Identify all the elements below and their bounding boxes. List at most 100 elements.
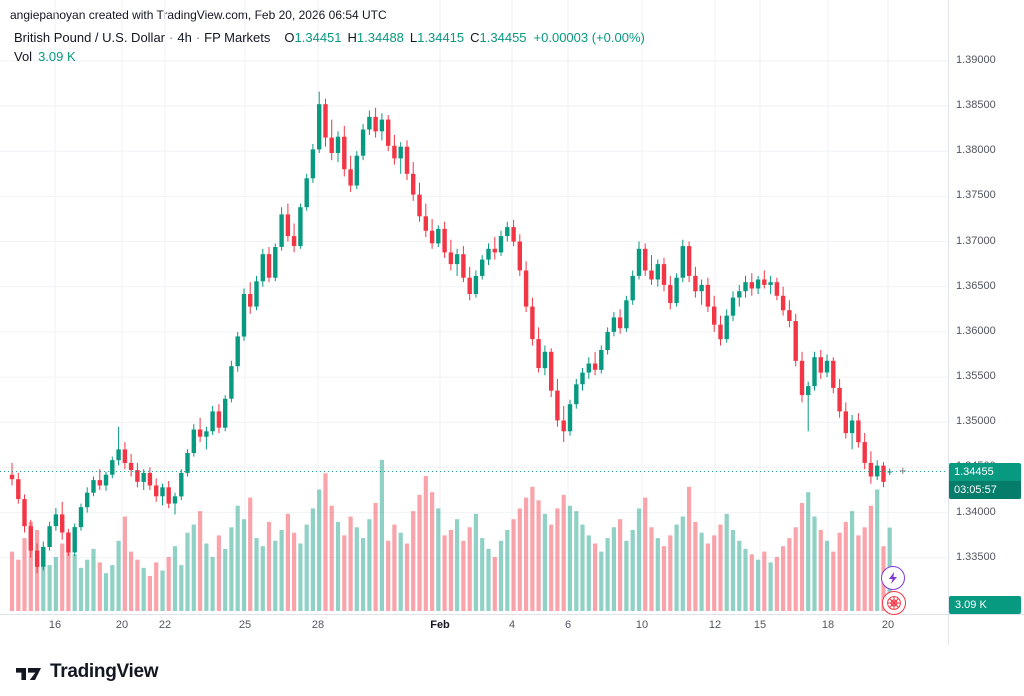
volume-bar (649, 527, 654, 611)
lightning-button[interactable] (881, 566, 905, 590)
candle-body (843, 411, 848, 434)
candle-body (229, 366, 234, 399)
candle-body (348, 169, 353, 186)
candle-body (749, 282, 754, 289)
volume-bar (505, 530, 510, 611)
price-axis-label: 1.34000 (956, 505, 996, 518)
candle-body (335, 136, 341, 153)
candle-body (630, 275, 635, 301)
candle-body (78, 507, 84, 528)
chart-plot[interactable] (0, 0, 1024, 650)
volume-bar (179, 565, 184, 611)
candle-body (730, 297, 736, 316)
candle-body (492, 248, 497, 253)
candle-body (567, 404, 573, 432)
volume-bar (135, 559, 140, 611)
volume-bar (342, 535, 347, 611)
candle-body (160, 487, 165, 497)
volume-bar (818, 530, 823, 611)
candle-body (97, 480, 102, 486)
volume-bar (630, 530, 635, 611)
volume-bar (72, 554, 77, 611)
candle-body (197, 429, 203, 437)
volume-bar (386, 540, 391, 611)
candle-body (179, 472, 184, 497)
candle-body (285, 214, 291, 237)
legend-separator: · (195, 30, 201, 45)
candle-body (793, 321, 798, 361)
volume-bar (448, 530, 453, 611)
volume-bar (423, 476, 428, 611)
volume-bar (241, 519, 247, 611)
candle-body (737, 291, 742, 298)
volume-bar (492, 557, 497, 611)
volume-bar (567, 505, 573, 611)
volume-bar (480, 538, 485, 611)
candle-body (323, 104, 328, 138)
candle-body (868, 462, 874, 477)
price-axis-label: 1.39000 (956, 53, 996, 66)
candle-body (661, 264, 667, 285)
tradingview-logo[interactable]: TradingView (16, 661, 159, 683)
price-axis[interactable]: 1.39000 1.38500 1.38000 1.37500 1.37000 1.365… (948, 0, 1024, 614)
web-target-button[interactable] (882, 591, 906, 615)
volume-bar (348, 516, 353, 611)
volume-bar (824, 540, 830, 611)
candle-body (824, 360, 830, 373)
volume-bar (398, 532, 403, 611)
bar-countdown: 03:05:57 (949, 480, 1021, 499)
volume-bar (756, 559, 761, 611)
interval-label[interactable]: 4h (177, 30, 192, 45)
volume-bar (266, 521, 272, 611)
candle-body (373, 116, 378, 132)
candle-body (705, 284, 711, 307)
candle-body (279, 214, 284, 247)
volume-bar (699, 532, 704, 611)
candle-body (542, 351, 548, 369)
candle-body (216, 411, 222, 428)
candle-body (624, 300, 629, 329)
candle-body (712, 306, 717, 325)
candle-body (586, 363, 591, 373)
volume-bar (97, 562, 102, 611)
footer-bar: TradingView (0, 650, 1024, 696)
volume-bar (254, 538, 259, 611)
time-axis-label: 25 (238, 619, 252, 631)
volume-bar (542, 513, 547, 611)
symbol-title[interactable]: British Pound / U.S. Dollar (14, 30, 166, 45)
time-axis-label: 15 (753, 619, 767, 631)
last-price-value: 1.34455 (954, 465, 994, 478)
broker-label[interactable]: FP Markets (204, 30, 271, 45)
candle-body (442, 228, 447, 253)
volume-bar (204, 543, 209, 611)
price-axis-separator (948, 0, 949, 645)
volume-bar (273, 540, 278, 611)
volume-bar (9, 551, 15, 611)
volume-bar (430, 492, 435, 611)
volume-bar (361, 538, 366, 611)
volume-bar (28, 521, 33, 611)
candle-body (235, 336, 240, 367)
candle-body (273, 247, 278, 278)
volume-bar (103, 573, 109, 611)
candle-body (47, 526, 52, 547)
volume-bar (279, 530, 284, 611)
volume-bar (768, 562, 773, 611)
candle-body (473, 275, 479, 294)
candle-body (680, 246, 685, 278)
candle-body (643, 248, 648, 271)
candle-body (780, 295, 786, 311)
candle-body (72, 527, 77, 553)
candle-body (611, 317, 617, 332)
volume-bar (191, 524, 196, 611)
volume-bar (718, 524, 723, 611)
add-alert-plus-icon[interactable]: + (899, 462, 907, 478)
volume-bar (561, 494, 566, 611)
volume-bar (147, 575, 152, 611)
time-axis[interactable]: 16 20 22 25 28 Feb 4 6 10 12 15 18 20 (0, 619, 948, 641)
price-axis-label: 1.38000 (956, 144, 996, 157)
volume-bar (473, 513, 478, 611)
candle-body (799, 360, 805, 396)
candle-body (310, 149, 316, 179)
volume-indicator-label[interactable]: Vol (14, 49, 33, 64)
